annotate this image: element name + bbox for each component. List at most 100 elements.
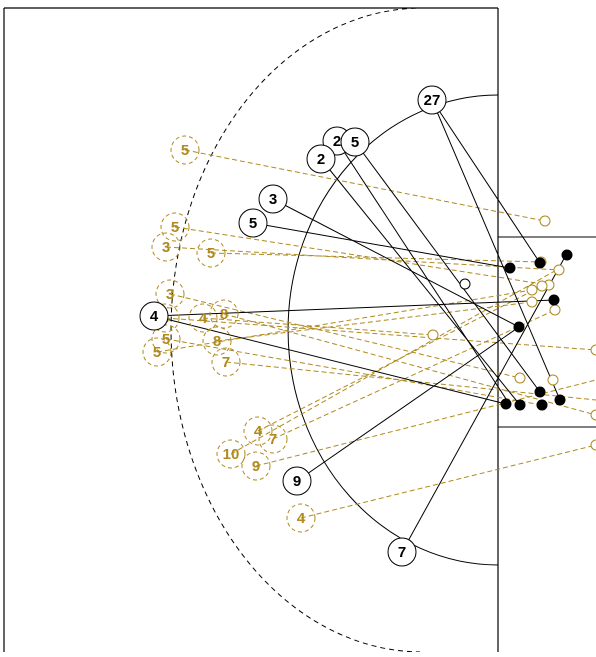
team-b-player-marker: 3 — [155, 279, 185, 309]
team-a-shot-line — [272, 198, 520, 328]
team-b-shot-line — [216, 301, 533, 342]
team-a-player-circle — [387, 537, 417, 567]
team-b-player-circle — [160, 212, 190, 242]
team-b-landing-mark — [514, 372, 526, 384]
nine-meter-arc — [170, 7, 426, 653]
team-b-shot-line — [184, 149, 546, 222]
team-b-player-number: 7 — [222, 354, 230, 371]
team-b-shot-line — [257, 285, 543, 432]
team-a-landing-mark — [536, 399, 548, 411]
team-b-shot-line — [165, 338, 543, 406]
team-a-shot-lines — [153, 99, 567, 553]
team-a-shot-line — [296, 326, 520, 482]
team-a-landing-mark — [561, 249, 573, 261]
team-a-landing-mark-open — [459, 278, 471, 290]
team-b-landing-mark — [539, 215, 551, 227]
team-b-landing-mark — [590, 409, 596, 421]
team-b-shot-line — [230, 267, 561, 455]
team-b-player-number: 5 — [207, 245, 215, 262]
team-a-player-number: 27 — [424, 92, 441, 109]
team-b-player-marker: 5 — [151, 324, 181, 354]
team-a-player-circle — [258, 184, 288, 214]
team-b-player-marker: 5 — [142, 337, 172, 367]
team-b-player-number: 5 — [181, 142, 189, 159]
team-a-player-marker: 5 — [238, 208, 268, 238]
team-b-player-number: 5 — [171, 219, 179, 236]
team-b-player-marker: 9 — [241, 451, 271, 481]
team-b-player-marker: 8 — [202, 326, 232, 356]
team-b-player-number: 4 — [199, 310, 208, 327]
team-b-landing-mark — [427, 329, 439, 341]
team-a-player-number: 7 — [398, 544, 406, 561]
team-b-shot-lines — [156, 149, 596, 519]
team-b-player-number: 8 — [213, 333, 221, 350]
team-b-player-marker: 10 — [216, 439, 246, 469]
team-b-landing-mark — [526, 284, 538, 296]
team-b-player-marker: 4 — [188, 303, 218, 333]
team-a-player-marker: 3 — [258, 184, 288, 214]
team-b-shot-line — [169, 293, 521, 379]
team-a-player-marker: 4 — [139, 301, 169, 331]
team-b-player-circle — [151, 232, 181, 262]
team-b-shot-line — [272, 309, 556, 440]
team-a-player-circle — [306, 144, 336, 174]
team-a-landing-mark — [534, 257, 546, 269]
team-a-player-number: 5 — [249, 215, 257, 232]
team-b-player-number: 4 — [297, 510, 306, 527]
team-a-shot-line — [431, 99, 541, 264]
team-a-landing-mark — [554, 394, 566, 406]
team-a-shot-line — [252, 222, 511, 269]
team-a-player-circle — [238, 208, 268, 238]
team-b-player-circle — [142, 337, 172, 367]
team-b-player-circle — [151, 324, 181, 354]
team-b-player-circle — [258, 424, 288, 454]
team-a-player-marker: 2 — [306, 144, 336, 174]
team-b-player-circle — [155, 279, 185, 309]
team-a-player-number: 2 — [317, 151, 325, 168]
team-b-player-marker: 5 — [196, 238, 226, 268]
team-a-landing-mark — [534, 386, 546, 398]
goal-area — [497, 236, 596, 428]
team-a-shot-line — [401, 254, 567, 553]
team-b-landing-mark — [547, 374, 559, 386]
team-b-landing-mark — [526, 296, 538, 308]
team-a-player-number: 3 — [269, 191, 277, 208]
team-b-landing-mark — [590, 439, 596, 451]
team-b-player-number: 8 — [220, 306, 228, 323]
team-a-player-circle — [417, 85, 447, 115]
team-b-player-marker: 7 — [258, 424, 288, 454]
team-b-shot-line — [300, 444, 596, 519]
team-b-player-number: 5 — [162, 331, 170, 348]
team-b-player-number: 3 — [162, 239, 170, 256]
team-a-player-marker: 7 — [387, 537, 417, 567]
team-a-shot-line — [336, 140, 511, 406]
team-b-player-marker: 8 — [209, 299, 239, 329]
team-a-player-number: 2 — [333, 133, 341, 150]
team-b-player-marker: 7 — [211, 347, 241, 377]
team-b-player-circle — [241, 451, 271, 481]
team-b-shot-line — [202, 317, 434, 336]
team-b-landing-mark — [590, 344, 596, 356]
landing-marks — [427, 215, 596, 451]
team-b-landing-mark — [553, 264, 565, 276]
team-b-player-number: 5 — [153, 344, 161, 361]
team-a-landing-mark — [548, 294, 560, 306]
team-b-player-number: 4 — [254, 423, 263, 440]
team-b-player-number: 10 — [223, 446, 240, 463]
team-b-player-circle — [211, 347, 241, 377]
team-b-players: 553534855857471094 — [142, 135, 316, 533]
team-b-shot-line — [225, 361, 596, 401]
team-b-player-circle — [286, 503, 316, 533]
team-a-landing-mark — [504, 262, 516, 274]
team-a-shot-line — [431, 99, 561, 401]
team-b-shot-line — [165, 246, 560, 271]
team-a-landing-mark — [514, 399, 526, 411]
team-b-shot-line — [210, 252, 542, 263]
team-a-shot-line — [354, 141, 541, 393]
team-a-player-number: 4 — [150, 308, 159, 325]
team-b-player-circle — [170, 135, 200, 165]
team-b-player-circle — [243, 416, 273, 446]
